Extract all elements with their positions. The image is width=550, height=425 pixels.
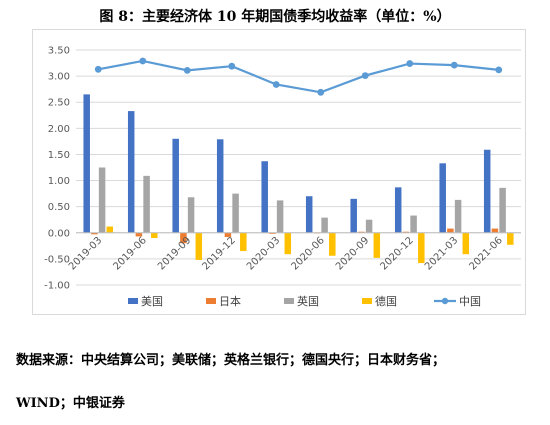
legend-swatch <box>128 298 138 304</box>
x-tick-label: 2019-12 <box>201 235 238 272</box>
chart-area: -1.00 -0.50 0.00 0.50 1.00 1.50 2.00 2.50 3.00 3.… <box>32 29 526 315</box>
y-tick-label: 2.50 <box>48 98 70 109</box>
bar <box>439 163 446 233</box>
y-tick-label: -0.50 <box>44 254 70 265</box>
bar <box>232 193 239 233</box>
bar <box>83 94 90 233</box>
y-tick-label: 1.00 <box>48 176 70 187</box>
line-point <box>495 66 503 74</box>
x-tick-label: 2019-03 <box>67 235 104 272</box>
bar <box>106 226 114 233</box>
legend-label: 日本 <box>219 294 241 308</box>
x-tick-label: 2021-03 <box>423 235 460 272</box>
bar <box>276 200 284 233</box>
y-tick-label: 3.00 <box>48 72 70 83</box>
bar <box>329 232 336 256</box>
bar <box>402 231 410 233</box>
x-tick-label: 2020-09 <box>334 235 371 272</box>
source-line-1: 数据来源：中央结算公司；美联储；英格兰银行；德国央行；日本财务省； <box>16 353 446 368</box>
y-tick-label: 3.50 <box>48 46 70 57</box>
line-point <box>406 60 414 67</box>
bar <box>172 138 179 233</box>
x-tick-label: 2019-06 <box>112 235 149 272</box>
bar <box>394 187 402 233</box>
bar <box>305 196 313 233</box>
bar <box>195 232 203 260</box>
bar <box>216 139 224 233</box>
bar <box>499 187 506 233</box>
x-tick-label: 2019-09 <box>156 235 193 272</box>
bar <box>483 149 491 233</box>
bar <box>507 232 514 245</box>
legend-label: 美国 <box>141 295 163 308</box>
y-tick-label: -1.00 <box>44 281 70 292</box>
bar <box>321 217 328 233</box>
bar <box>224 232 232 237</box>
source-line-2: WIND；中银证券 <box>16 396 125 411</box>
series-line <box>98 59 499 94</box>
bar <box>373 232 381 258</box>
bar <box>187 197 195 233</box>
chart-svg: -1.00 -0.50 0.00 0.50 1.00 1.50 2.00 2.50 3.00 3.… <box>44 46 521 308</box>
line-point <box>139 57 147 65</box>
legend-swatch <box>362 298 372 304</box>
bar <box>240 232 247 252</box>
line-point <box>228 62 236 70</box>
bar <box>261 161 268 233</box>
bar <box>358 231 365 233</box>
legend-label: 中国 <box>459 295 481 308</box>
y-tick-label: 1.50 <box>48 150 70 161</box>
line-point <box>183 66 191 74</box>
bar <box>418 232 425 264</box>
line-point <box>361 72 369 79</box>
bar <box>127 111 135 233</box>
bar <box>454 199 462 233</box>
bar <box>410 215 417 233</box>
bar <box>284 232 292 255</box>
y-tick-label: 0.00 <box>48 228 70 239</box>
source-note: 数据来源：中央结算公司；美联储；英格兰银行；德国央行；日本财务省； WIND；中… <box>16 339 546 425</box>
bar <box>447 228 454 233</box>
x-tick-label: 2020-06 <box>290 235 327 272</box>
bar <box>143 175 150 233</box>
legend-label: 德国 <box>375 294 397 308</box>
line-point <box>94 65 102 73</box>
x-tick-label: 2021-06 <box>468 235 505 272</box>
y-tick-label: 0.50 <box>48 202 70 213</box>
bar <box>135 232 143 237</box>
bar <box>350 198 357 233</box>
x-tick-label: 2020-12 <box>379 235 416 272</box>
bar <box>491 228 499 233</box>
line-point <box>450 61 458 69</box>
line-point <box>317 88 325 96</box>
line-point <box>272 81 280 88</box>
bar <box>91 232 98 235</box>
legend-swatch <box>206 298 216 304</box>
y-tick-label: 2.00 <box>48 124 70 135</box>
bar <box>365 219 373 233</box>
bar <box>269 232 276 234</box>
legend-swatch <box>284 298 294 304</box>
x-tick-label: 2020-03 <box>245 235 282 272</box>
bar <box>98 167 106 233</box>
bar <box>180 232 187 244</box>
legend-label: 英国 <box>297 294 319 308</box>
bar <box>462 232 470 255</box>
legend-swatch-marker <box>441 297 449 305</box>
chart-title: 图 8：主要经济体 10 年期国债季均收益率（单位：%） <box>99 9 451 25</box>
bar <box>151 232 158 238</box>
